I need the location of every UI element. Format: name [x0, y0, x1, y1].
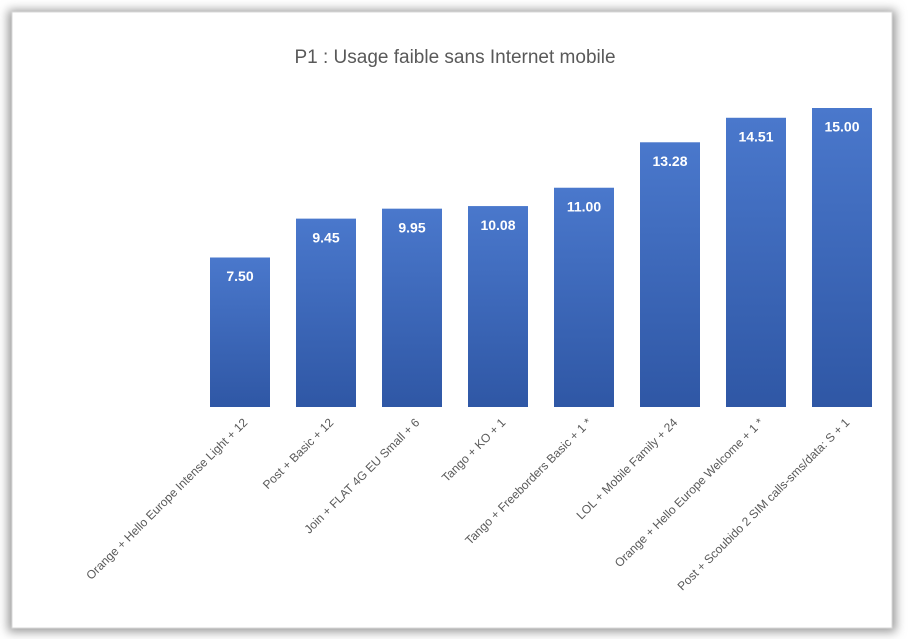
- bar: [296, 218, 356, 407]
- chart-title: P1 : Usage faible sans Internet mobile: [294, 47, 615, 68]
- bar: [726, 117, 786, 407]
- bar: [468, 206, 528, 407]
- data-label: 14.51: [738, 128, 773, 144]
- bar: [210, 257, 270, 407]
- data-label: 9.95: [398, 219, 425, 235]
- bar: [554, 187, 614, 407]
- data-label: 7.50: [226, 268, 253, 284]
- bar: [640, 142, 700, 407]
- bar: [812, 108, 872, 407]
- data-label: 10.08: [480, 217, 515, 233]
- data-label: 9.45: [312, 229, 339, 245]
- data-label: 15.00: [824, 119, 859, 135]
- bar: [382, 208, 442, 407]
- data-label: 13.28: [652, 153, 687, 169]
- data-label: 11.00: [567, 198, 601, 214]
